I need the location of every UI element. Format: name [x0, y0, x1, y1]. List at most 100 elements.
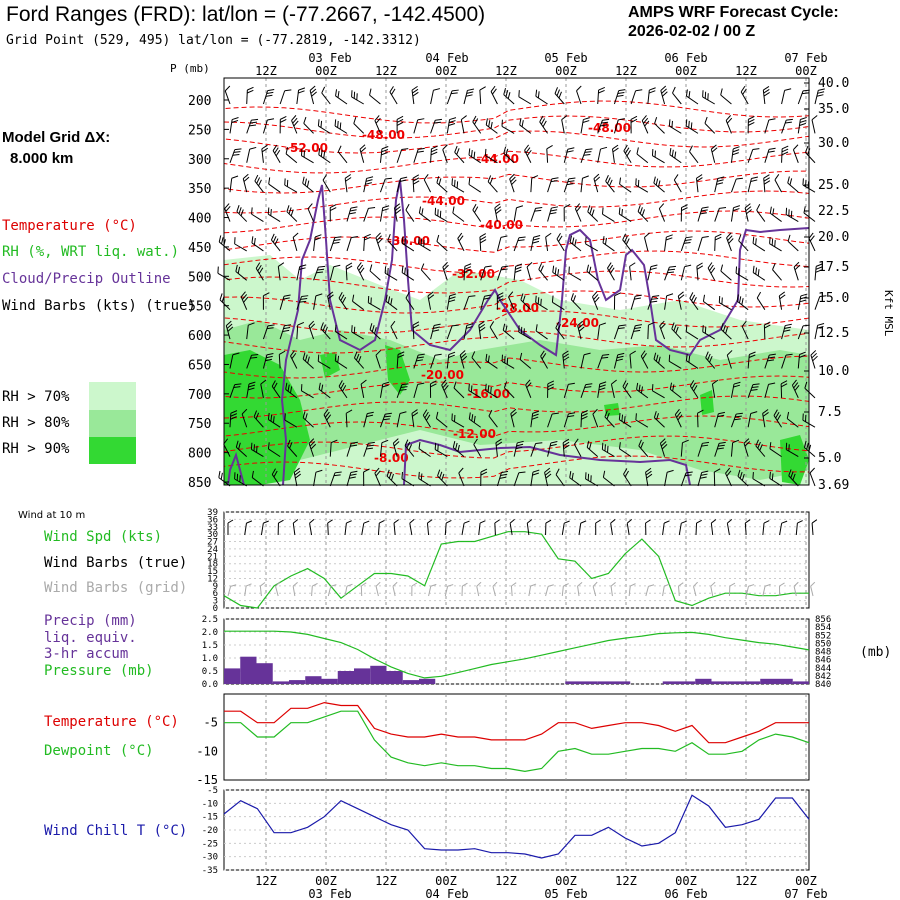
wind-barb-flag: [762, 412, 769, 417]
precip-bar: [581, 681, 598, 684]
wind-barb: [613, 118, 625, 134]
wind-barb-flag: [365, 182, 372, 185]
wind-barb-flag: [735, 266, 738, 274]
wind-barb-flag: [671, 120, 673, 128]
wind-barb: [451, 413, 465, 428]
wind-barb-flag: [650, 267, 657, 271]
wind-barb-flag: [308, 320, 315, 327]
wind-barb: [437, 469, 448, 487]
wind-barb-flag: [250, 121, 258, 124]
precip-tick-label: 2.0: [202, 628, 218, 638]
wind-barb-flag: [637, 205, 641, 212]
wind-barb-flag: [635, 324, 642, 327]
wind-barb-flag: [585, 237, 587, 244]
wind-barb-flag: [701, 209, 708, 212]
wind-barb: [580, 117, 590, 134]
wind-barb: [267, 207, 281, 222]
wind-barb: [647, 321, 655, 340]
wind-barb: [468, 412, 482, 428]
wind-barb: [434, 207, 448, 222]
wind-barb-flag: [291, 115, 297, 121]
wind-barb: [551, 295, 565, 311]
wind-barb-shaft: [321, 92, 331, 105]
wind-barb: [641, 115, 650, 134]
wind-barb: [735, 266, 749, 281]
wind-barb-flag: [240, 291, 246, 298]
wind-barb-shaft: [593, 178, 599, 193]
wind-barb: [797, 116, 807, 134]
wind-barb: [446, 117, 457, 134]
wind-barb-shaft: [764, 119, 770, 134]
wind-barb-shaft: [344, 178, 348, 193]
wind-barb: [535, 89, 548, 105]
wind-barb-flag: [567, 415, 575, 418]
wind-barb-flag: [626, 149, 631, 157]
grid-barb-shaft: [810, 586, 814, 597]
wind-barb-flag: [763, 177, 770, 182]
wind-barb-flag: [258, 179, 262, 187]
wind-barb: [711, 379, 719, 398]
precip-bar: [305, 676, 322, 684]
wind-barb-shaft: [525, 384, 532, 399]
surface-barb-flag: [663, 520, 670, 524]
wind-barb: [369, 323, 381, 340]
wind-barb-shaft: [379, 383, 384, 398]
wind-barb-flag: [418, 206, 422, 214]
wind-barb-flag: [618, 89, 626, 92]
wind-barb-shaft: [430, 148, 432, 163]
wind-barb-flag: [495, 206, 502, 212]
wind-barb-shaft: [653, 182, 665, 193]
wind-barb-flag: [666, 469, 674, 473]
grid-wind-barb: [762, 583, 771, 597]
wind-barb-shaft: [303, 123, 314, 134]
wind-barb-flag: [334, 236, 342, 239]
wind-barb-shaft: [338, 386, 348, 399]
wind-barb-flag: [802, 413, 804, 421]
wind-barb-shaft: [707, 267, 716, 281]
wind-barb-shaft: [379, 207, 384, 222]
precip-bar: [695, 678, 712, 684]
wind-barb-flag: [696, 262, 703, 267]
wind-barb-shaft: [411, 90, 415, 105]
wind-barb-flag: [616, 358, 623, 362]
wind-barb: [513, 440, 524, 457]
rh90-region-right: [780, 435, 809, 485]
wind-barb-flag: [733, 381, 741, 385]
wind-barb-flag: [289, 441, 293, 449]
wind-barb: [430, 353, 442, 369]
grid-wind-barb: [411, 582, 418, 597]
wind-barb-shaft: [519, 359, 532, 369]
wind-barb-flag: [516, 205, 524, 209]
wind-barb-flag: [511, 179, 517, 185]
dewpoint-label: Dewpoint (°C): [44, 743, 154, 759]
wind-barb-shaft: [555, 327, 565, 340]
wind-barb-flag: [607, 445, 609, 453]
wind-barb-shaft: [622, 239, 632, 252]
wind-barb-flag: [799, 299, 807, 303]
wind-barb-flag: [451, 178, 453, 186]
wind-barb-flag: [781, 383, 788, 388]
wind-barb-shaft: [503, 152, 515, 164]
wind-barb: [774, 174, 783, 193]
surface-wind-barb: [744, 519, 751, 536]
wind-barb-shaft: [785, 214, 799, 222]
surface-barb-shaft: [494, 522, 496, 536]
wind-barb-flag: [366, 447, 373, 450]
wind-barb-shaft: [636, 153, 649, 164]
wind-barb-shaft: [580, 384, 587, 399]
wind-barb: [622, 233, 632, 252]
temperature-contour: [223, 100, 810, 124]
grid-barb-flag: [678, 582, 684, 587]
wind-barb-flag: [273, 382, 278, 390]
wind-barb-flag: [382, 205, 390, 209]
wind-barb: [442, 144, 448, 163]
date-label-bottom: 03 Feb: [308, 887, 351, 900]
time-label-top: 12Z: [735, 64, 757, 78]
grid-barb-shaft: [227, 586, 232, 597]
wind-barb-shaft: [335, 95, 348, 105]
pressure-tick-label: 840: [815, 680, 831, 690]
wind-barb-flag: [356, 93, 358, 101]
wind-barb-flag: [439, 210, 442, 218]
temperature-contour: [223, 170, 810, 194]
wind-barb: [781, 88, 792, 105]
